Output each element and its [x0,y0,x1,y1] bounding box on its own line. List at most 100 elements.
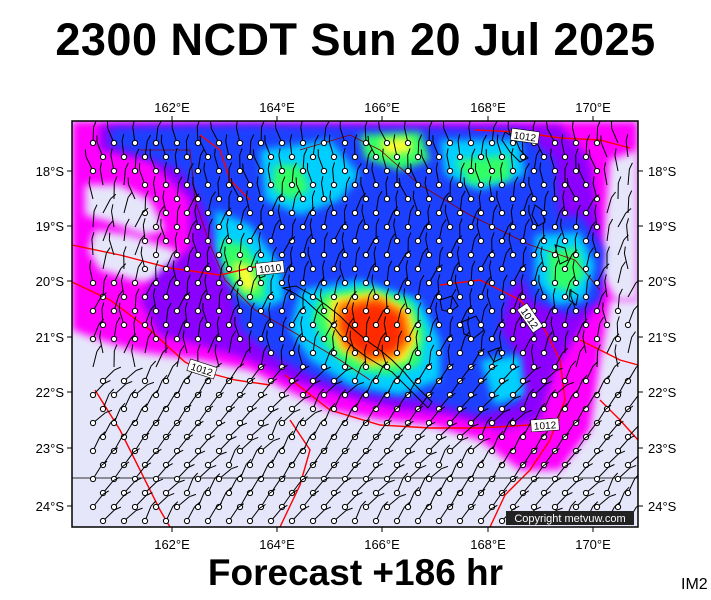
wind-barb [571,121,580,147]
wind-barb [141,360,157,385]
wind-barb [456,445,473,469]
wind-barb [530,461,550,483]
wind-barb [320,491,341,511]
wind-barb [611,121,619,144]
wind-barb [299,460,318,483]
wind-barb [382,148,391,175]
wind-barb [603,162,608,186]
wind-barb [446,316,454,343]
wind-barb [173,493,197,511]
wind-barb [341,176,351,203]
wind-barb [288,332,303,357]
wind-barb [593,464,615,483]
wind-barb [320,346,335,371]
wind-barb [467,288,475,315]
lat-label: 19°S [648,219,677,234]
wind-barb [110,380,133,399]
wind-barb [162,479,185,497]
lat-labels-right: 18°S 19°S 20°S 21°S 22°S 23°S 24°S [648,164,677,514]
wind-barb [477,416,493,441]
wind-barb [498,302,506,329]
wind-barb [393,472,409,497]
wind-barb [215,233,229,259]
wind-barb [393,162,401,189]
lat-label: 20°S [36,274,65,289]
wind-barb [225,303,239,329]
lon-label: 170°E [575,537,611,552]
wind-barb [329,190,338,217]
wind-barb [367,135,380,161]
wind-barb [341,148,349,175]
wind-barb [317,149,328,175]
wind-barb [371,274,380,301]
wind-barb [257,408,279,427]
wind-barb [463,177,475,203]
wind-barb [540,389,557,413]
wind-barb [614,486,630,511]
wind-barb [519,388,535,413]
wind-barb [183,193,200,217]
wind-barb [110,491,131,511]
wind-barb [551,492,573,511]
wind-barb [194,464,217,483]
lon-label: 170°E [575,100,611,115]
wind-barb [288,505,310,525]
wind-barb [624,455,638,469]
wind-barb [561,302,572,329]
wind-barb [183,219,197,245]
wind-barb [372,332,387,357]
wind-barb [496,190,506,217]
wind-barb [582,302,590,329]
wind-barb [236,205,248,231]
lat-label: 20°S [648,274,677,289]
wind-barb [582,361,599,385]
wind-barb [99,417,117,441]
wind-barb [603,472,619,497]
wind-barb [108,232,115,256]
wind-barb [330,275,342,301]
wind-barb [162,302,172,329]
wind-barb [351,478,374,497]
wind-barb [309,134,320,161]
wind-barb [288,134,296,161]
lat-label: 19°S [36,219,65,234]
wind-barb [299,121,307,147]
wind-barb [488,319,505,343]
wind-barb [341,381,365,399]
wind-barb [257,378,278,399]
wind-barb [267,504,288,525]
wind-barb [162,190,170,217]
wind-barb [150,316,160,343]
lat-label: 22°S [36,385,65,400]
lat-label: 24°S [648,499,677,514]
lat-label: 23°S [36,441,65,456]
wind-barb [572,232,580,259]
wind-barb [341,317,355,343]
wind-barb [561,275,575,301]
wind-barb [89,431,106,455]
wind-barb [477,190,485,217]
wind-barb [194,486,210,511]
wind-barb [162,162,170,189]
wind-barb [425,290,441,315]
wind-barb [351,274,359,301]
lon-label: 166°E [364,100,400,115]
wind-barb [299,490,320,511]
wind-barb [509,290,524,315]
wind-barb [467,260,476,287]
lon-label: 168°E [470,100,506,115]
wind-barb [257,437,281,455]
wind-barb [454,274,464,301]
wind-barb [309,506,332,525]
wind-barb [110,263,127,287]
wind-barb [530,261,543,287]
lat-label: 18°S [648,164,677,179]
wind-barb [230,178,244,203]
wind-barb [435,302,443,329]
wind-barb [561,448,582,469]
wind-barb [182,330,188,354]
wind-barb [288,365,310,385]
wind-barb [404,204,415,231]
wind-barb [155,347,169,368]
wind-barb [224,246,233,273]
